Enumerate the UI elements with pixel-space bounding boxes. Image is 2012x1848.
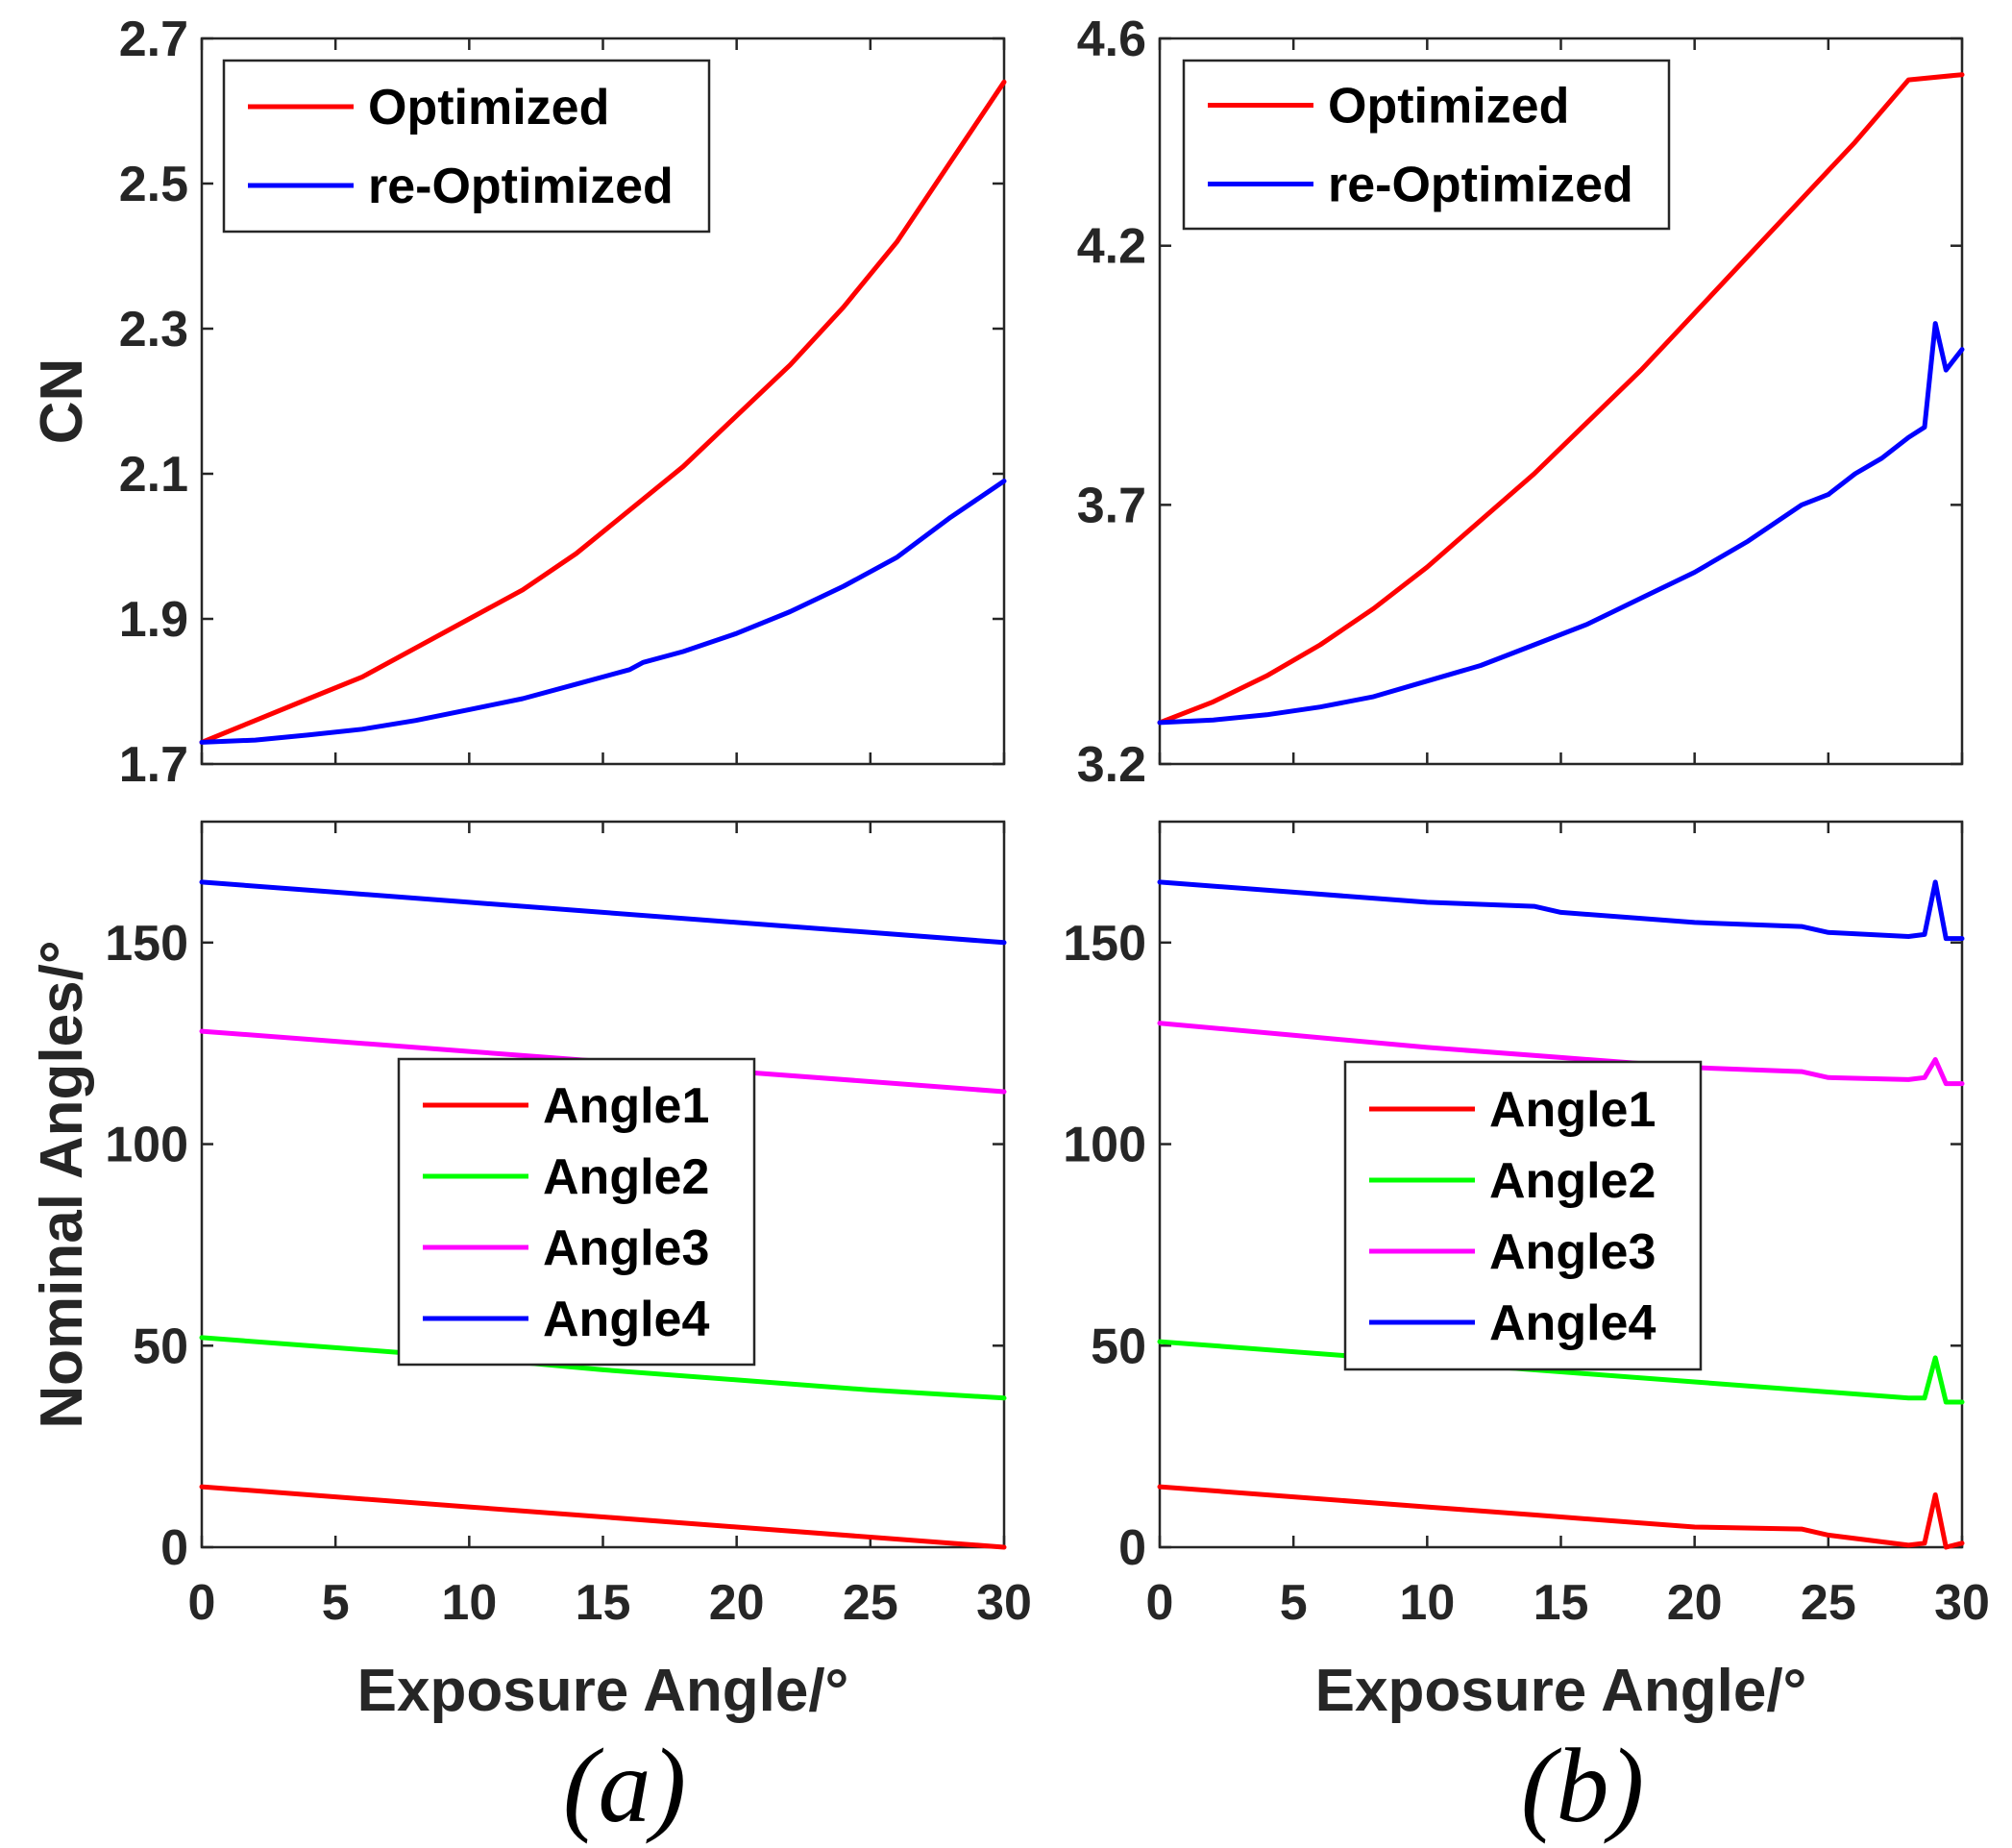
y-axis-label: CN (29, 358, 95, 445)
y-tick-label: 50 (133, 1318, 188, 1374)
y-tick-label: 0 (160, 1520, 188, 1576)
y-tick-label: 3.2 (1077, 737, 1146, 793)
series-optimized (199, 79, 1007, 745)
y-tick-label: 1.9 (119, 592, 188, 648)
legend-label: re-Optimized (368, 159, 674, 214)
series-angle1 (199, 1484, 1007, 1550)
y-axis-label: Nominal Angles/° (29, 940, 95, 1428)
y-tick-label: 2.3 (119, 302, 188, 357)
x-tick-label: 0 (1146, 1575, 1174, 1631)
y-tick-label: 100 (105, 1118, 188, 1173)
series-re-optimized (199, 479, 1007, 745)
x-tick-label: 15 (576, 1575, 631, 1631)
legend: Angle1 Angle2 Angle3 Angle4 (397, 1057, 756, 1367)
legend-box (222, 59, 711, 234)
legend-label: re-Optimized (1328, 158, 1633, 213)
legend-box (1343, 1060, 1703, 1371)
legend-label: Optimized (368, 80, 609, 136)
y-tick-label: 4.6 (1077, 12, 1146, 67)
y-tick-label: 2.5 (119, 157, 188, 212)
series-angle4 (199, 879, 1007, 946)
y-tick-label: 150 (105, 916, 188, 972)
legend-label: Angle4 (1489, 1295, 1656, 1351)
chart-a_top: 1.7 1.9 2.1 2.3 2.5 2.7 Optimized re-Optimized C… (29, 12, 1007, 793)
x-tick-label: 25 (1801, 1575, 1856, 1631)
y-tick-label: 50 (1091, 1318, 1146, 1374)
legend: Optimized re-Optimized (1182, 59, 1671, 231)
x-axis-label: Exposure Angle/° (1315, 1658, 1807, 1724)
legend-label: Angle1 (1489, 1082, 1656, 1138)
x-tick-label: 0 (188, 1575, 216, 1631)
legend-label: Angle1 (543, 1078, 709, 1134)
y-tick-label: 0 (1118, 1520, 1146, 1576)
legend-box (397, 1057, 756, 1367)
chart-b_top: 3.2 3.7 4.2 4.6 Optimized re-Optimized (1077, 12, 1965, 793)
y-tick-label: 4.2 (1077, 219, 1146, 275)
y-tick-label: 1.7 (119, 737, 188, 793)
series-angle2 (199, 1335, 1007, 1401)
x-tick-label: 10 (1399, 1575, 1455, 1631)
legend: Angle1 Angle2 Angle3 Angle4 (1343, 1060, 1703, 1371)
x-axis-label: Exposure Angle/° (357, 1658, 849, 1724)
panels: 1.7 1.9 2.1 2.3 2.5 2.7 Optimized re-Optimized C… (29, 12, 1990, 1724)
x-tick-label: 30 (1934, 1575, 1990, 1631)
legend-label: Angle3 (543, 1220, 709, 1276)
series-angle4 (1157, 879, 1965, 942)
x-tick-label: 5 (322, 1575, 350, 1631)
legend: Optimized re-Optimized (222, 59, 711, 234)
x-tick-label: 15 (1534, 1575, 1589, 1631)
series-re-optimized (1157, 321, 1965, 726)
legend-label: Angle3 (1489, 1224, 1656, 1280)
y-tick-label: 150 (1063, 916, 1146, 972)
y-tick-label: 2.7 (119, 12, 188, 67)
series-angle1 (1157, 1484, 1965, 1550)
x-tick-label: 10 (441, 1575, 497, 1631)
x-tick-label: 30 (976, 1575, 1032, 1631)
caption-a: (a) (563, 1727, 686, 1844)
x-tick-label: 5 (1280, 1575, 1308, 1631)
chart-a_bottom: 0 5 10 15 20 25 30050100150Angle1Angle2Angle3A… (29, 820, 1032, 1724)
series-angle3 (1157, 1021, 1965, 1087)
series-optimized (1157, 72, 1965, 726)
legend-label: Optimized (1328, 79, 1569, 135)
x-tick-label: 25 (843, 1575, 898, 1631)
legend-label: Angle2 (1489, 1153, 1656, 1209)
caption-b: (b) (1521, 1727, 1644, 1844)
chart-b_bottom: 0 5 10 15 20 25 30050100150Angle1Angle2Angle3A… (1063, 820, 1990, 1724)
x-tick-label: 20 (709, 1575, 765, 1631)
y-tick-label: 3.7 (1077, 478, 1146, 533)
legend-box (1182, 59, 1671, 231)
legend-label: Angle2 (543, 1149, 709, 1205)
x-tick-label: 20 (1667, 1575, 1723, 1631)
legend-label: Angle4 (543, 1292, 709, 1347)
y-tick-label: 2.1 (119, 447, 188, 503)
y-tick-label: 100 (1063, 1118, 1146, 1173)
